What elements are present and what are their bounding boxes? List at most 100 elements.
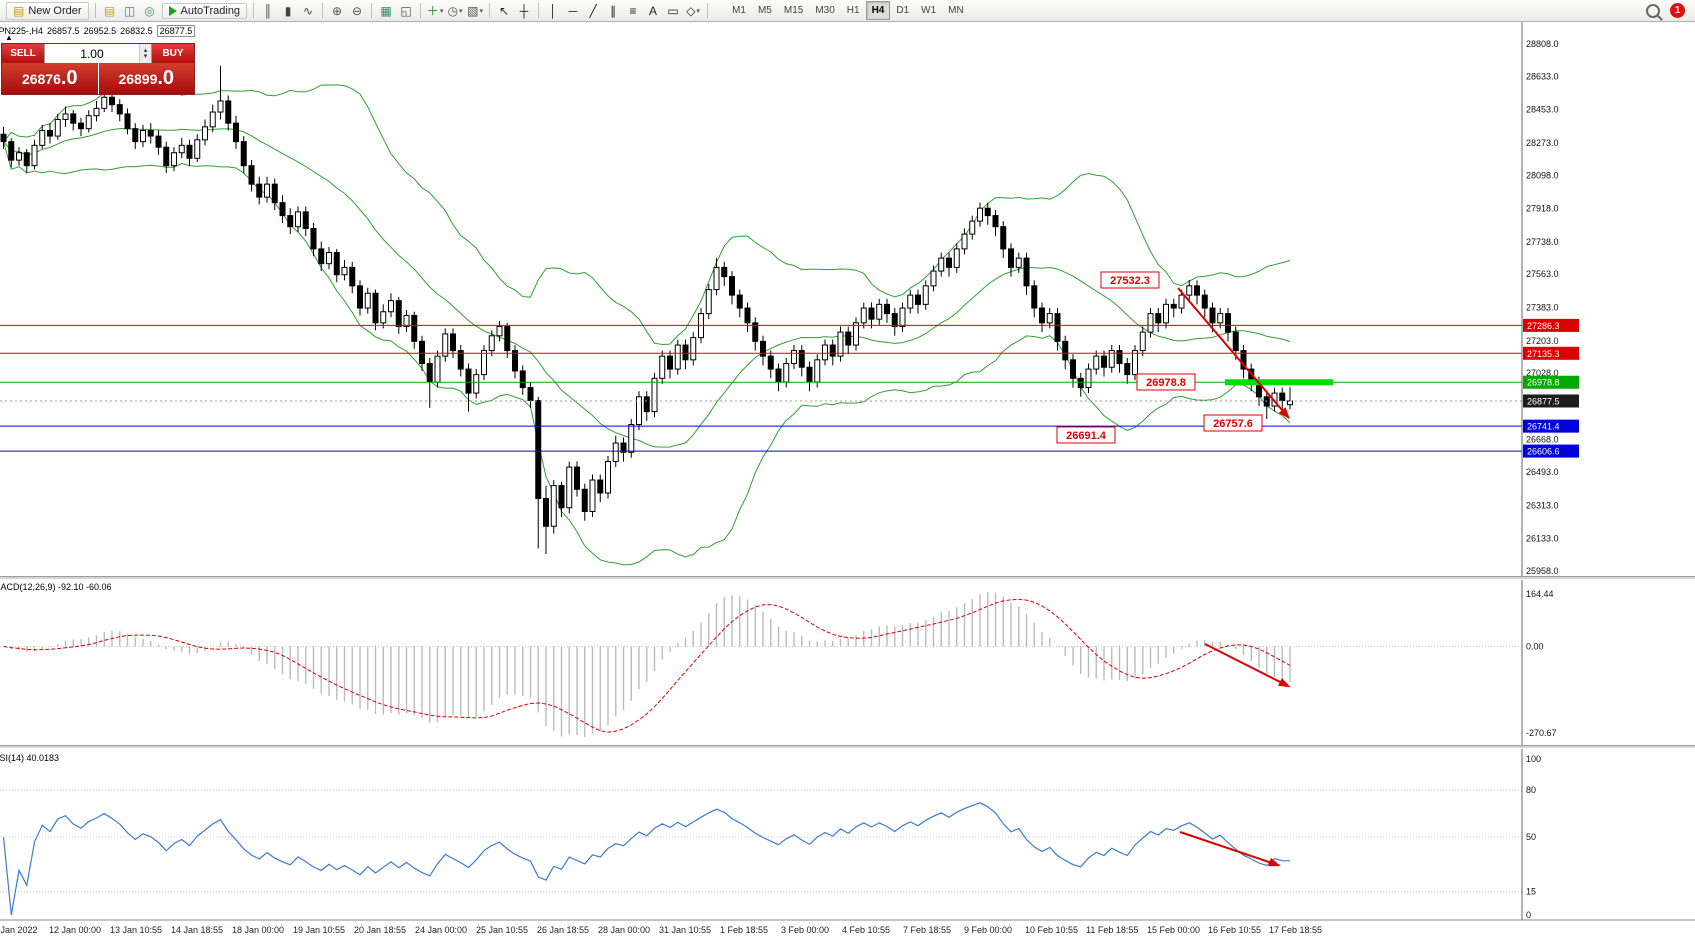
sell-button[interactable]: SELL xyxy=(2,44,44,63)
svg-text:164.44: 164.44 xyxy=(1526,589,1554,599)
timeframe-m5[interactable]: M5 xyxy=(757,5,772,16)
toolbar-separator xyxy=(707,3,709,18)
dropdown-arrow-icon[interactable]: ▾ xyxy=(439,7,444,15)
timeframe-m15[interactable]: M15 xyxy=(783,5,804,16)
svg-text:27738.0: 27738.0 xyxy=(1526,237,1559,247)
search-icon[interactable] xyxy=(1646,3,1660,18)
vertical-line-icon[interactable]: │ xyxy=(549,3,557,18)
timeframe-d1[interactable]: D1 xyxy=(896,5,910,16)
buy-price-dec: .0 xyxy=(157,67,175,89)
new-order-button[interactable]: ▤ New Order xyxy=(6,1,89,20)
cascade-windows-icon[interactable]: ◱ xyxy=(400,3,412,18)
rsi-label: RSI(14) 40.0183 xyxy=(0,753,60,763)
price-axis: 28808.0 28633.0 28453.0 28273.0 28098.0 27918… xyxy=(1521,22,1579,920)
shapes-icon[interactable]: ◇ ▾ xyxy=(686,3,700,18)
svg-text:16 Feb 10:55: 16 Feb 10:55 xyxy=(1208,925,1261,935)
zoom-out-icon[interactable]: ⊖ xyxy=(352,3,363,18)
svg-text:26 Jan 18:55: 26 Jan 18:55 xyxy=(537,925,589,935)
svg-text:12 Jan 2022: 12 Jan 2022 xyxy=(0,925,38,935)
svg-text:25 Jan 10:55: 25 Jan 10:55 xyxy=(476,925,528,935)
macd-panel xyxy=(0,592,1522,737)
price-label-annotation xyxy=(1100,271,1160,289)
label-icon[interactable]: ▭ xyxy=(667,3,679,18)
line-chart-icon[interactable]: ∿ xyxy=(303,3,314,18)
chart-window: 28808.0 28633.0 28453.0 28273.0 28098.0 27918… xyxy=(0,22,1695,945)
trend-arrow-main xyxy=(1177,287,1289,418)
svg-text:7 Feb 18:55: 7 Feb 18:55 xyxy=(903,925,951,935)
navigator-icon[interactable]: ◎ xyxy=(144,3,155,18)
crosshair-icon[interactable]: ┼ xyxy=(519,3,529,18)
new-order-label: New Order xyxy=(28,4,82,17)
top-toolbar: ▤ New Order ▤ ◫ ◎ AutoTrading ║ ▮ ∿ ⊕ ⊖ ▦ ◱ ＋ ▾ ◷ ▾ ▧… xyxy=(0,0,1695,22)
svg-text:14 Jan 18:55: 14 Jan 18:55 xyxy=(171,925,223,935)
svg-text:27563.0: 27563.0 xyxy=(1526,269,1559,279)
dropdown-arrow-icon[interactable]: ▾ xyxy=(459,7,463,15)
sell-price[interactable]: 26876.0 xyxy=(2,63,99,94)
autotrading-label: AutoTrading xyxy=(180,4,241,17)
svg-text:26133.0: 26133.0 xyxy=(1526,534,1559,544)
volume-input[interactable] xyxy=(45,44,139,63)
buy-button[interactable]: BUY xyxy=(152,44,194,63)
autotrading-button[interactable]: AutoTrading xyxy=(161,2,248,19)
trendline-icon[interactable]: ╱ xyxy=(589,3,597,18)
bar-chart-icon[interactable]: ║ xyxy=(263,3,273,18)
dropdown-arrow-icon[interactable]: ▾ xyxy=(479,7,483,15)
svg-text:-270.67: -270.67 xyxy=(1526,728,1557,738)
timeframe-m1[interactable]: M1 xyxy=(732,5,746,16)
one-click-prices-row: 26876.0 26899.0 xyxy=(2,63,194,94)
horizontal-levels[interactable] xyxy=(0,324,1522,452)
text-icon[interactable]: A xyxy=(649,3,658,18)
one-click-trading-widget: SELL ▴ ▾ BUY 26876.0 26899.0 xyxy=(2,44,194,94)
rsi-panel xyxy=(0,789,1522,916)
candlestick-series xyxy=(0,65,1293,554)
profiles-icon[interactable]: ◷ ▾ xyxy=(447,3,463,18)
svg-text:26691.4: 26691.4 xyxy=(1066,430,1107,442)
market-watch-icon[interactable]: ▤ xyxy=(103,3,116,18)
timeframe-h1[interactable]: H1 xyxy=(846,5,860,16)
toolbar-icon-group-2: ║ ▮ ∿ ⊕ ⊖ ▦ ◱ ＋ ▾ ◷ ▾ ▧ ▾ ↖ ┼ │ ─ ╱ ∥ ≡ A ▭ ◇ ▾ xyxy=(249,2,712,19)
toolbar-separator xyxy=(420,3,422,18)
horizontal-line-icon[interactable]: ─ xyxy=(568,3,578,18)
price-label-annotation xyxy=(1136,373,1196,391)
one-click-collapse-button[interactable]: ▲ xyxy=(5,33,13,42)
buy-price-int: 26899 xyxy=(118,71,158,87)
timeframe-m30[interactable]: M30 xyxy=(815,5,835,16)
toolbar-separator xyxy=(489,3,491,18)
svg-text:28633.0: 28633.0 xyxy=(1526,71,1559,81)
timeframe-h4[interactable]: H4 xyxy=(865,1,891,20)
volume-spinner: ▴ ▾ xyxy=(138,44,151,63)
fibonacci-icon[interactable]: ≡ xyxy=(629,3,637,18)
svg-text:28273.0: 28273.0 xyxy=(1526,138,1559,148)
volume-increase-button[interactable]: ▴ xyxy=(143,46,148,54)
svg-text:13 Jan 10:55: 13 Jan 10:55 xyxy=(110,925,162,935)
cursor-icon[interactable]: ↖ xyxy=(499,3,510,18)
templates-icon[interactable]: ▧ ▾ xyxy=(467,3,483,18)
svg-text:26313.0: 26313.0 xyxy=(1526,500,1559,510)
channel-icon[interactable]: ∥ xyxy=(610,3,617,18)
svg-text:26493.0: 26493.0 xyxy=(1526,467,1559,477)
one-click-controls-row: SELL ▴ ▾ BUY xyxy=(2,44,194,63)
timeframe-mn[interactable]: MN xyxy=(948,5,964,16)
autotrading-play-icon xyxy=(168,5,177,16)
timeframe-w1[interactable]: W1 xyxy=(921,5,937,16)
candlestick-chart-icon[interactable]: ▮ xyxy=(284,3,292,18)
data-window-icon[interactable]: ◫ xyxy=(123,3,136,18)
notification-badge[interactable]: 1 xyxy=(1670,3,1685,18)
tile-windows-icon[interactable]: ▦ xyxy=(380,3,392,18)
timeframe-buttons: M1 M5 M15 M30 H1 H4 D1 W1 MN xyxy=(726,1,970,20)
svg-text:20 Jan 18:55: 20 Jan 18:55 xyxy=(354,925,406,935)
dropdown-arrow-icon[interactable]: ▾ xyxy=(696,7,700,15)
svg-text:26668.0: 26668.0 xyxy=(1526,435,1559,445)
toolbar-separator xyxy=(253,3,255,18)
svg-text:26978.8: 26978.8 xyxy=(1146,377,1186,389)
chart-canvas[interactable]: 28808.0 28633.0 28453.0 28273.0 28098.0 27918… xyxy=(0,22,1695,945)
buy-price[interactable]: 26899.0 xyxy=(98,63,194,94)
svg-text:24 Jan 00:00: 24 Jan 00:00 xyxy=(415,925,467,935)
zoom-in-icon[interactable]: ⊕ xyxy=(332,3,343,18)
svg-text:26877.5: 26877.5 xyxy=(1527,396,1560,406)
svg-text:12 Jan 00:00: 12 Jan 00:00 xyxy=(49,925,101,935)
new-chart-icon[interactable]: ＋ ▾ xyxy=(426,4,444,18)
volume-decrease-button[interactable]: ▾ xyxy=(143,52,148,60)
chart-annotations[interactable]: 27532.3 26978.8 26757.6 26691.4 xyxy=(1056,271,1333,867)
